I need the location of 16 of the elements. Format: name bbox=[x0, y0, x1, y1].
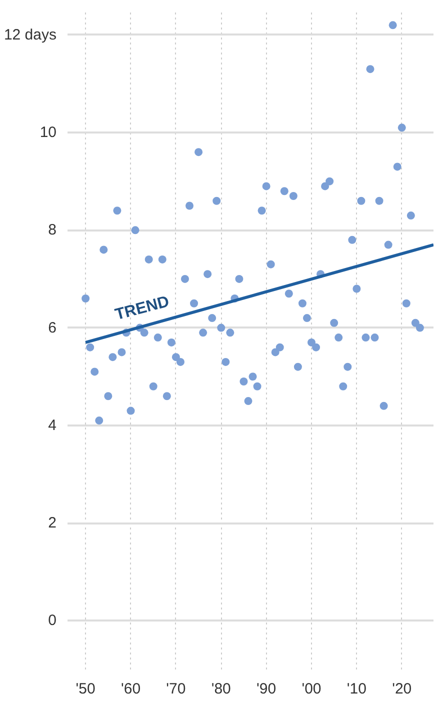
y-tick-label: 12 days bbox=[4, 26, 57, 44]
x-tick-label: '60 bbox=[120, 680, 141, 698]
x-tick-label: '00 bbox=[302, 680, 322, 698]
y-tick-label: 6 bbox=[48, 319, 56, 336]
x-tick-label: '90 bbox=[256, 680, 276, 698]
x-tick-label: '50 bbox=[76, 680, 96, 698]
annotation: TREND bbox=[113, 293, 172, 324]
x-tick-label: '20 bbox=[392, 680, 412, 698]
x-tick-label: '80 bbox=[211, 680, 231, 698]
y-tick-label: 4 bbox=[48, 416, 56, 434]
y-tick-label: 2 bbox=[48, 514, 56, 532]
x-tick-label: '70 bbox=[166, 680, 186, 698]
x-tick-label: '10 bbox=[346, 680, 366, 698]
y-tick-label: 8 bbox=[48, 222, 56, 239]
y-tick-label: 0 bbox=[48, 612, 56, 630]
y-tick-label: 10 bbox=[40, 124, 57, 142]
